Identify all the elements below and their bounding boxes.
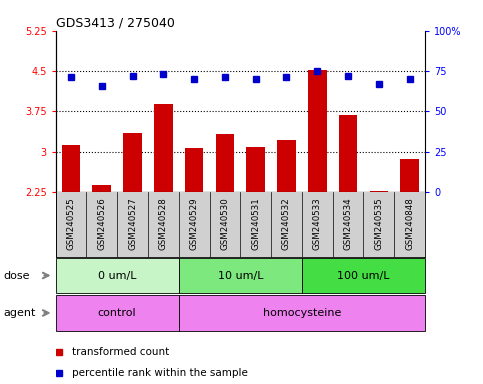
Text: GSM240528: GSM240528 [159,197,168,250]
Bar [246,147,265,192]
Bar [277,140,296,192]
Bar [215,134,234,192]
Text: control: control [98,308,136,318]
Text: GSM240535: GSM240535 [374,197,384,250]
Text: homocysteine: homocysteine [263,308,341,318]
Text: 0 um/L: 0 um/L [98,270,136,281]
Text: 10 um/L: 10 um/L [217,270,263,281]
Bar [179,258,302,293]
Bar [400,159,419,192]
Bar [92,185,111,192]
Text: GSM240525: GSM240525 [67,197,75,250]
Text: GSM240527: GSM240527 [128,197,137,250]
Bar [339,115,357,192]
Bar [302,258,425,293]
Text: GSM240526: GSM240526 [97,197,106,250]
Bar [56,258,179,293]
Bar [369,191,388,192]
Text: dose: dose [3,270,29,281]
Bar [179,295,425,331]
Bar [56,295,179,331]
Text: GSM240531: GSM240531 [251,197,260,250]
Text: GSM240530: GSM240530 [220,197,229,250]
Bar [123,133,142,192]
Text: 100 um/L: 100 um/L [337,270,390,281]
Text: GSM240532: GSM240532 [282,197,291,250]
Text: GDS3413 / 275040: GDS3413 / 275040 [56,17,174,30]
Bar [154,104,172,192]
Text: GSM240848: GSM240848 [405,197,414,250]
Text: agent: agent [3,308,35,318]
Text: GSM240529: GSM240529 [190,197,199,250]
Bar [308,70,327,192]
Text: transformed count: transformed count [72,347,170,357]
Text: GSM240534: GSM240534 [343,197,353,250]
Bar [185,149,203,192]
Bar [62,145,80,192]
Text: GSM240533: GSM240533 [313,197,322,250]
Text: percentile rank within the sample: percentile rank within the sample [72,368,248,378]
